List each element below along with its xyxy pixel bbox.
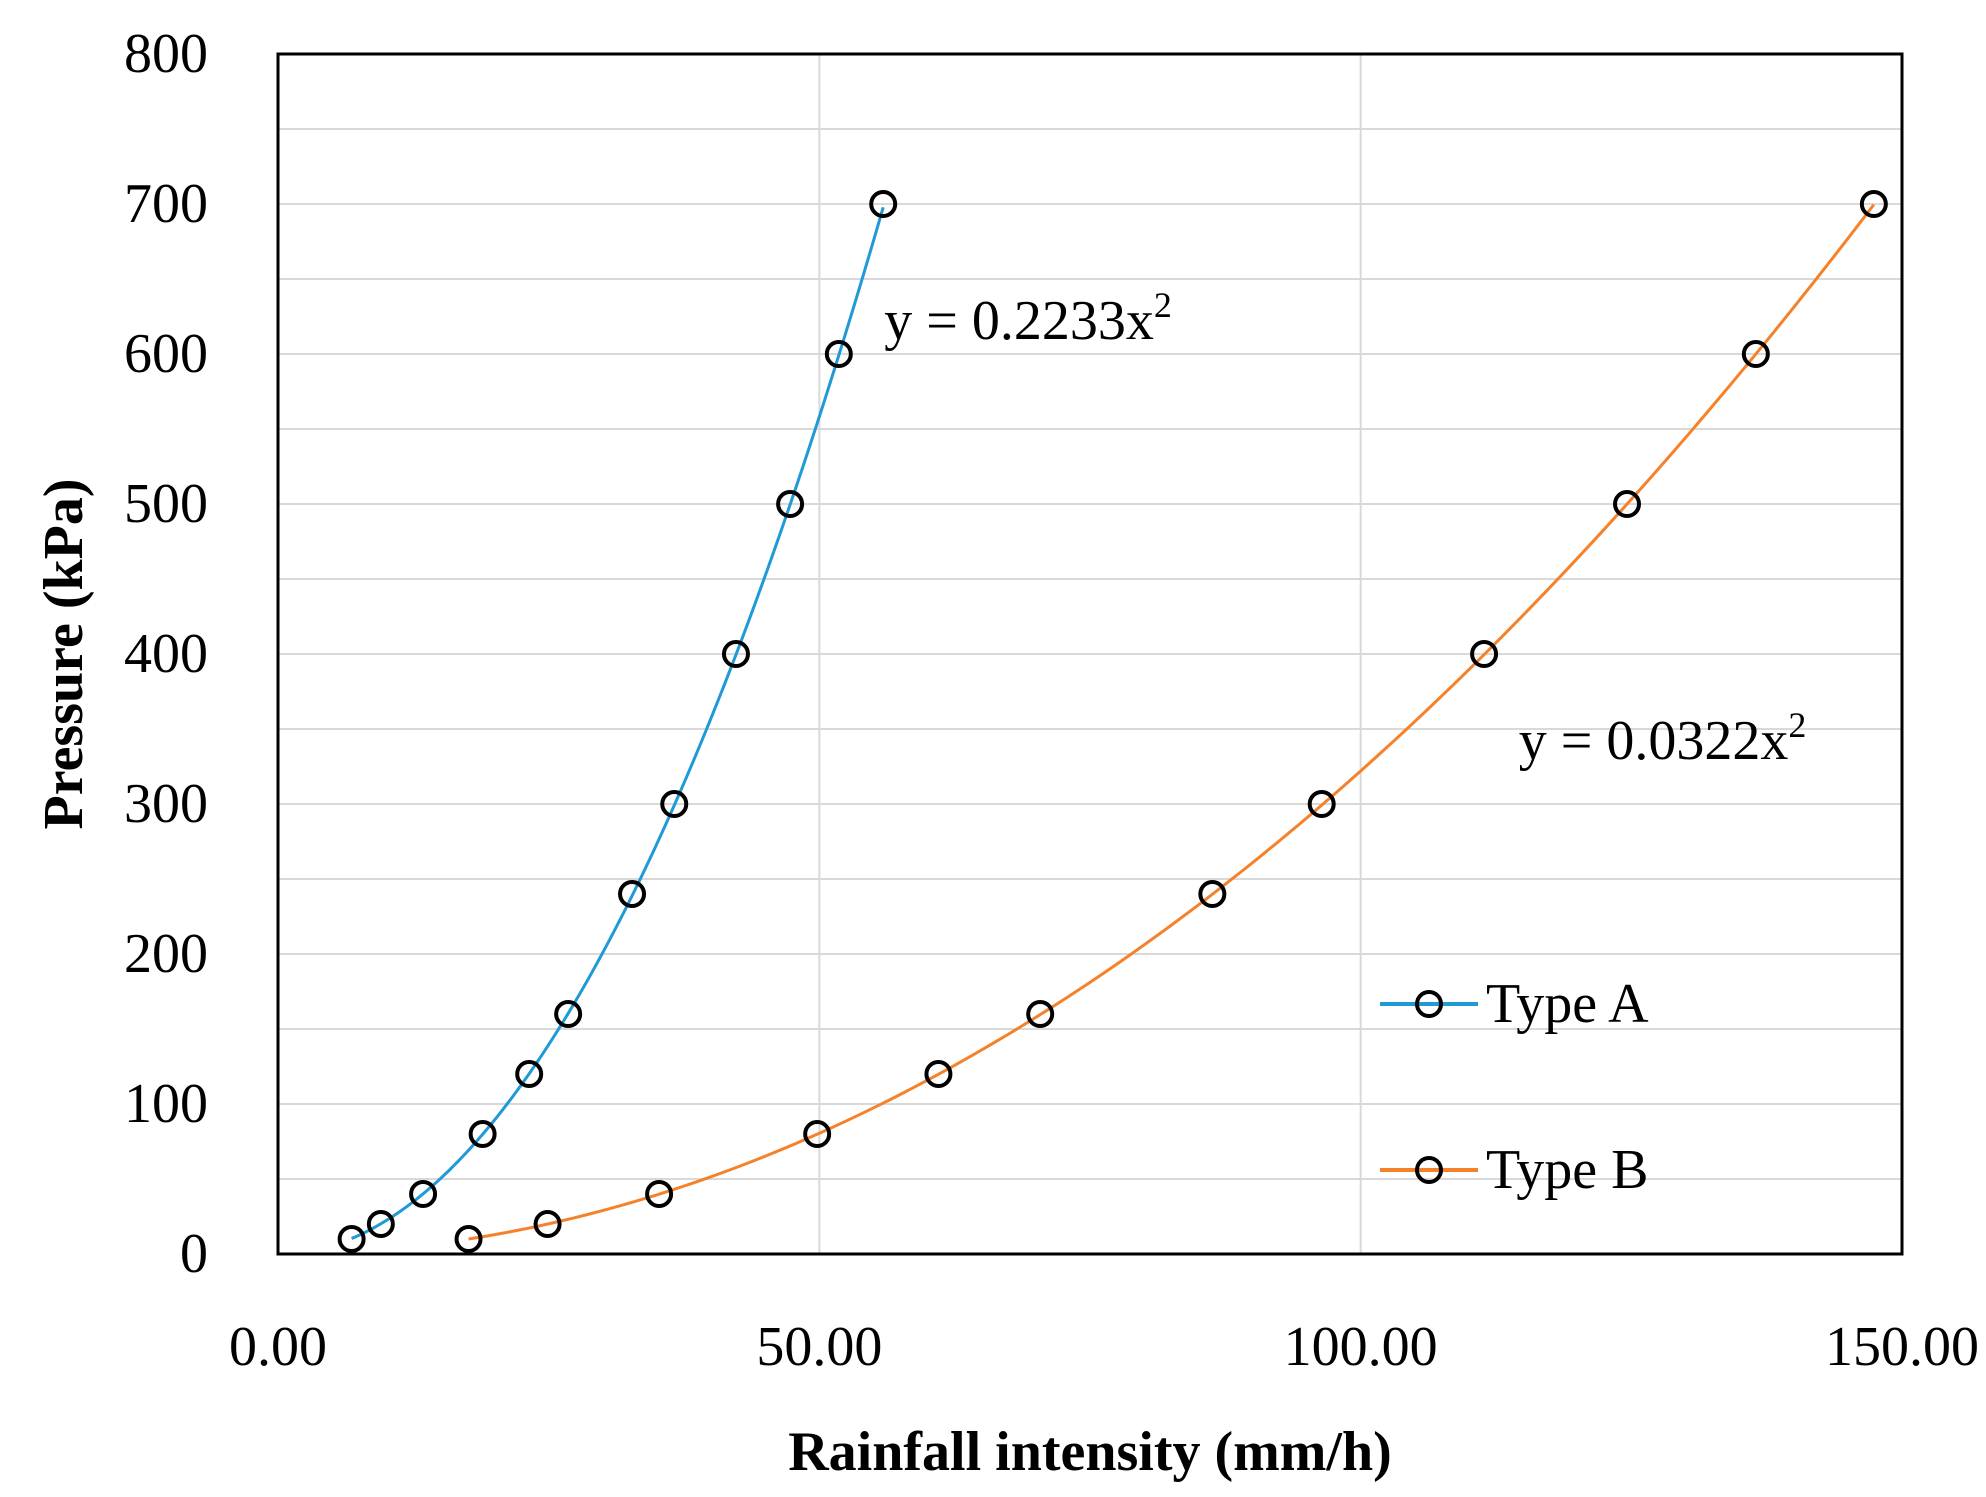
equation-type-b: y = 0.0322x2 bbox=[1519, 705, 1807, 772]
fit-curve-type-b bbox=[468, 203, 1876, 1241]
y-tick-label: 800 bbox=[124, 23, 208, 85]
tick-labels: 0 100 200 300 400 500 600 700 800 0.00 50.00 100.00… bbox=[124, 23, 1979, 1378]
data-point-type-a bbox=[468, 1120, 497, 1148]
legend-marker-type-b bbox=[1415, 1156, 1443, 1184]
legend-label-type-a: Type A bbox=[1486, 973, 1649, 1035]
data-point-type-b bbox=[1307, 790, 1336, 818]
data-point-type-a bbox=[721, 640, 750, 668]
data-point-type-a bbox=[824, 340, 853, 368]
data-point-type-b bbox=[1198, 880, 1227, 908]
y-tick-label: 300 bbox=[124, 773, 208, 835]
data-point-type-a bbox=[869, 190, 898, 218]
data-point-type-a bbox=[660, 790, 689, 818]
data-markers bbox=[337, 190, 1888, 1253]
y-tick-label: 200 bbox=[124, 923, 208, 985]
fit-curve-type-a bbox=[351, 206, 885, 1240]
data-point-type-a bbox=[515, 1060, 544, 1088]
x-tick-label: 50.00 bbox=[756, 1316, 882, 1378]
grid-layer bbox=[278, 54, 1902, 1254]
x-axis-title: Rainfall intensity (mm/h) bbox=[788, 1421, 1392, 1483]
data-point-type-b bbox=[1859, 190, 1888, 218]
legend-marker-type-a bbox=[1415, 990, 1443, 1018]
legend-item-type-b: Type B bbox=[1380, 1139, 1649, 1201]
data-point-type-b bbox=[803, 1120, 832, 1148]
data-point-type-a bbox=[409, 1180, 438, 1208]
y-tick-label: 100 bbox=[124, 1073, 208, 1135]
data-point-type-b bbox=[454, 1225, 483, 1253]
legend-label-type-b: Type B bbox=[1486, 1139, 1649, 1201]
x-tick-label: 100.00 bbox=[1284, 1316, 1438, 1378]
data-point-type-b bbox=[1613, 490, 1642, 518]
data-point-type-b bbox=[1026, 1000, 1055, 1028]
data-point-type-a bbox=[337, 1225, 366, 1253]
y-axis-title: Pressure (kPa) bbox=[33, 479, 95, 830]
equation-type-a: y = 0.2233x2 bbox=[884, 285, 1172, 352]
data-point-type-b bbox=[924, 1060, 953, 1088]
legend-item-type-a: Type A bbox=[1380, 973, 1649, 1035]
data-point-type-a bbox=[554, 1000, 583, 1028]
data-point-type-b bbox=[1470, 640, 1499, 668]
y-tick-label: 700 bbox=[124, 173, 208, 235]
y-tick-label: 400 bbox=[124, 623, 208, 685]
data-point-type-a bbox=[618, 880, 647, 908]
data-point-type-a bbox=[366, 1210, 395, 1238]
data-point-type-b bbox=[645, 1180, 674, 1208]
y-tick-label: 500 bbox=[124, 473, 208, 535]
y-tick-label: 600 bbox=[124, 323, 208, 385]
y-tick-label: 0 bbox=[180, 1223, 208, 1285]
x-tick-label: 150.00 bbox=[1825, 1316, 1979, 1378]
legend: Type A Type B bbox=[1380, 973, 1649, 1201]
data-point-type-a bbox=[776, 490, 805, 518]
x-tick-label: 0.00 bbox=[229, 1316, 327, 1378]
data-point-type-b bbox=[1741, 340, 1770, 368]
data-point-type-b bbox=[533, 1210, 562, 1238]
plot-frame bbox=[276, 52, 1904, 1256]
